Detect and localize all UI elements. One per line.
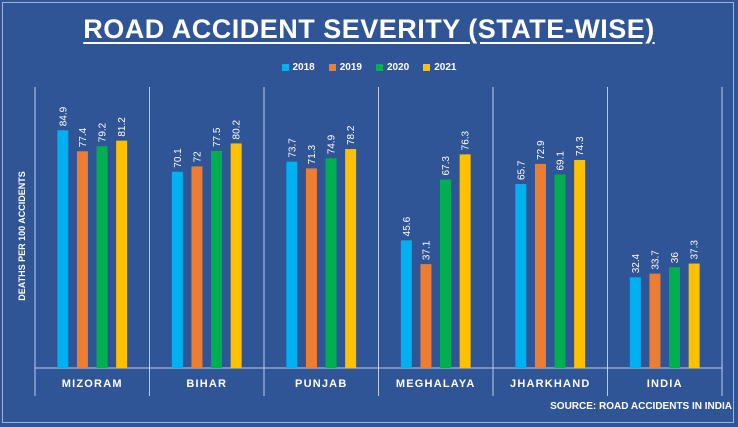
bar-2019 bbox=[534, 163, 546, 368]
legend-item-2019: 2019 bbox=[328, 62, 362, 73]
data-label: 33.7 bbox=[650, 250, 661, 270]
category-label: MEGHALAYA bbox=[396, 378, 476, 390]
data-label: 67.3 bbox=[441, 156, 452, 176]
legend-swatch bbox=[328, 64, 336, 71]
data-label: 72 bbox=[192, 151, 203, 163]
source-note: SOURCE: ROAD ACCIDENTS IN INDIA bbox=[550, 401, 732, 412]
bar-2018 bbox=[57, 130, 69, 368]
bar-2021 bbox=[345, 149, 357, 368]
data-label: 81.2 bbox=[117, 117, 128, 137]
data-label: 77.5 bbox=[212, 127, 223, 147]
bar-2021 bbox=[688, 263, 700, 368]
bar-2021 bbox=[230, 143, 242, 368]
legend-label: 2018 bbox=[292, 62, 315, 73]
legend-label: 2020 bbox=[387, 62, 410, 73]
bar-2018 bbox=[629, 277, 641, 368]
bar-2018 bbox=[286, 161, 298, 368]
data-label: 37.1 bbox=[421, 240, 432, 260]
category-label: INDIA bbox=[647, 378, 683, 390]
data-label: 32.4 bbox=[631, 253, 642, 273]
bar-2018 bbox=[400, 240, 412, 368]
category-label: PUNJAB bbox=[295, 378, 347, 390]
data-label: 84.9 bbox=[58, 106, 69, 126]
bar-2019 bbox=[191, 166, 203, 368]
bar-2019 bbox=[305, 168, 317, 368]
bar-2019 bbox=[76, 151, 88, 368]
bar-2020 bbox=[669, 267, 681, 368]
data-label: 36 bbox=[670, 252, 681, 264]
bar-2019 bbox=[420, 264, 432, 368]
data-label: 45.6 bbox=[402, 216, 413, 236]
chart-frame bbox=[2, 2, 734, 423]
data-label: 73.7 bbox=[287, 138, 298, 158]
legend-swatch bbox=[281, 64, 289, 71]
bar-2020 bbox=[440, 179, 452, 368]
legend-swatch bbox=[376, 64, 383, 71]
category-label: MIZORAM bbox=[62, 378, 123, 390]
y-axis-label: DEATHS PER 100 ACCIDENTS bbox=[17, 171, 27, 301]
chart-title: ROAD ACCIDENT SEVERITY (STATE-WISE) bbox=[83, 14, 655, 44]
data-label: 37.3 bbox=[690, 240, 701, 260]
data-label: 74.9 bbox=[327, 134, 338, 154]
data-label: 78.2 bbox=[346, 125, 357, 145]
data-label: 70.1 bbox=[173, 148, 184, 168]
bar-2020 bbox=[96, 146, 108, 368]
chart-legend: 2018 2019 2020 2021 bbox=[0, 62, 738, 73]
data-label: 80.2 bbox=[232, 120, 243, 140]
bar-2020 bbox=[554, 174, 566, 368]
bar-2021 bbox=[574, 159, 586, 368]
data-label: 71.3 bbox=[307, 144, 318, 164]
legend-swatch bbox=[423, 64, 431, 71]
legend-item-2021: 2021 bbox=[423, 62, 457, 73]
bar-2018 bbox=[171, 171, 183, 368]
data-label: 76.3 bbox=[461, 130, 472, 150]
data-label: 74.3 bbox=[575, 136, 586, 156]
data-label: 79.2 bbox=[98, 122, 109, 142]
legend-label: 2021 bbox=[434, 62, 457, 73]
bar-2021 bbox=[459, 154, 471, 368]
legend-item-2020: 2020 bbox=[376, 62, 409, 73]
legend-item-2018: 2018 bbox=[281, 62, 315, 73]
data-label: 72.9 bbox=[536, 140, 547, 160]
bar-2020 bbox=[325, 158, 337, 368]
bar-2021 bbox=[116, 140, 128, 368]
bar-2019 bbox=[649, 273, 661, 368]
legend-label: 2019 bbox=[339, 62, 362, 73]
data-label: 65.7 bbox=[516, 160, 527, 180]
bar-2018 bbox=[515, 184, 527, 368]
bar-2020 bbox=[211, 151, 223, 368]
data-label: 77.4 bbox=[78, 127, 89, 147]
data-label: 69.1 bbox=[556, 151, 567, 171]
category-label: JHARKHAND bbox=[510, 378, 590, 390]
category-label: BIHAR bbox=[186, 378, 227, 390]
